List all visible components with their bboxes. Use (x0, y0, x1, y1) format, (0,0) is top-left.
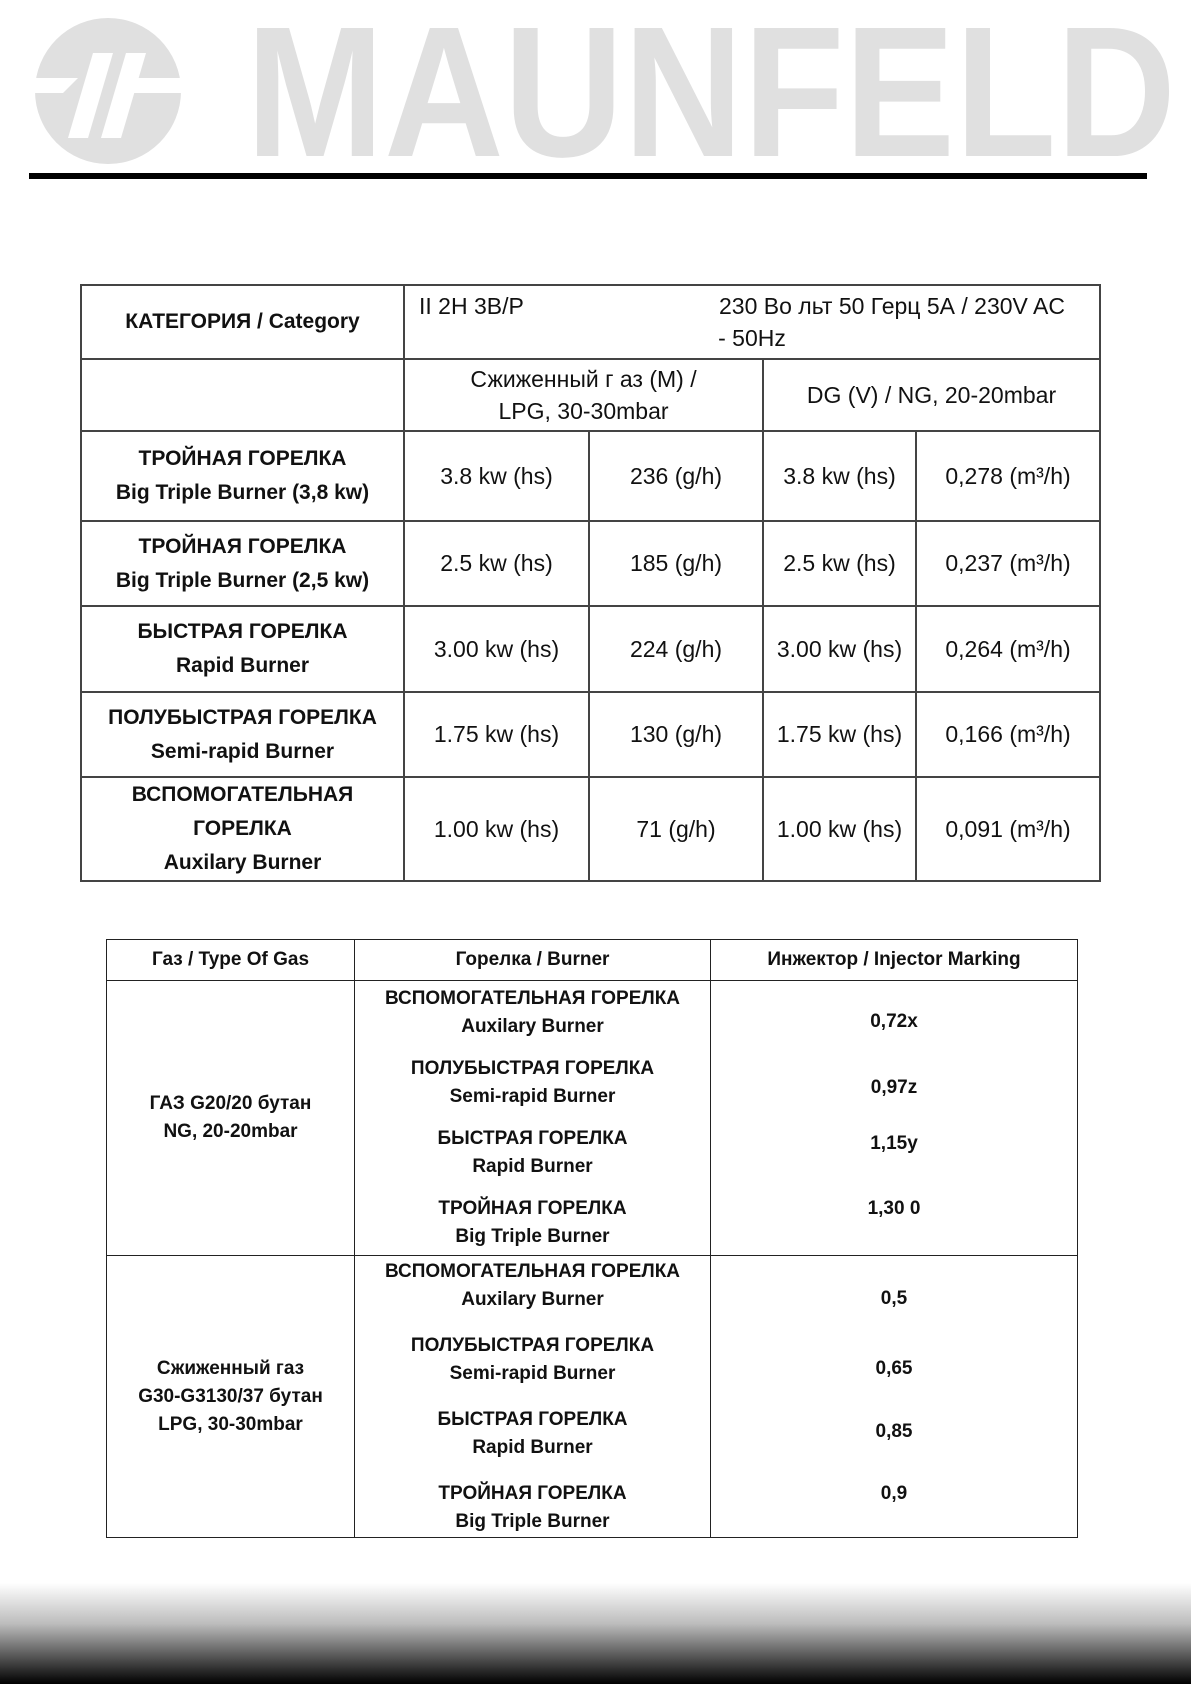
lpg-flow: 236 (g/h) (588, 430, 764, 522)
footer-gradient (0, 1583, 1191, 1684)
ng-power: 3.8 kw (hs) (762, 430, 917, 522)
category-label: КАТЕГОРИЯ / Category (80, 284, 405, 360)
lpg-power: 3.00 kw (hs) (403, 605, 590, 693)
power-value-cont: - 50Hz (718, 325, 786, 351)
category-value: II 2H 3B/P (419, 293, 524, 319)
lpg-flow: 224 (g/h) (588, 605, 764, 693)
injector-marking: 1,30 0 (867, 1198, 921, 1219)
burner-name-ru: ПОЛУБЫСТРАЯ ГОРЕЛКА (108, 705, 377, 729)
ng-flow: 0,264 (m³/h) (914, 605, 1102, 693)
injector-marking: 0,85 (875, 1421, 913, 1442)
header-injector: Инжектор / Injector Marking (710, 939, 1078, 981)
lpg-power: 3.8 kw (hs) (403, 430, 590, 522)
gas-code: G30-G3130/37 бутан (138, 1385, 323, 1407)
injector-marking: 0,9 (880, 1483, 908, 1504)
maunfeld-logo: MAUNFELD (28, 18, 1176, 164)
ng-flow: 0,237 (m³/h) (914, 520, 1102, 607)
svg-text:MAUNFELD: MAUNFELD (246, 18, 1176, 164)
burner-name-en: Big Triple Burner (3,8 kw) (115, 481, 370, 504)
gas-name: ГАЗ G20/20 бутан (149, 1093, 312, 1114)
injector-marking: 0,72x (870, 1011, 918, 1032)
injector-marking: 0,5 (880, 1288, 908, 1309)
lpg-power: 2.5 kw (hs) (403, 520, 590, 607)
burner-entry: БЫСТРАЯ ГОРЕЛКА Rapid Burner (437, 1408, 628, 1458)
spec-row: ПОЛУБЫСТРАЯ ГОРЕЛКА Semi-rapid Burner 1.7… (80, 691, 1102, 778)
spec-row: БЫСТРАЯ ГОРЕЛКА Rapid Burner 3.00 kw (hs)… (80, 605, 1102, 693)
burner-specs-table: КАТЕГОРИЯ / Category II 2H 3B/P 230 Во ль… (80, 284, 1102, 882)
burner-name-ru: ТРОЙНАЯ ГОРЕЛКА (138, 534, 347, 558)
burner-entry: ВСПОМОГАТЕЛЬНАЯ ГОРЕЛКА Auxilary Burner (384, 1260, 681, 1310)
injector-table: Газ / Type Of Gas Горелка / Burner Инжек… (106, 939, 1078, 1538)
spec-row: ТРОЙНАЯ ГОРЕЛКА Big Triple Burner (3,8 kw… (80, 430, 1102, 522)
gas-pressure: NG, 20-20mbar (163, 1121, 298, 1142)
burner-entry: ТРОЙНАЯ ГОРЕЛКА Big Triple Burner (438, 1482, 627, 1532)
burner-entry: ПОЛУБЫСТРАЯ ГОРЕЛКА Semi-rapid Burner (410, 1058, 655, 1107)
burner-entry: ТРОЙНАЯ ГОРЕЛКА Big Triple Burner (438, 1198, 627, 1247)
injector-marking: 1,15y (870, 1133, 918, 1154)
lpg-power: 1.75 kw (hs) (403, 691, 590, 778)
burner-name-ru: ТРОЙНАЯ ГОРЕЛКА (138, 447, 347, 470)
injector-marking: 0,65 (875, 1358, 913, 1379)
lpg-flow: 71 (g/h) (588, 776, 764, 882)
lpg-flow: 130 (g/h) (588, 691, 764, 778)
spec-row: ТРОЙНАЯ ГОРЕЛКА Big Triple Burner (2,5 kw… (80, 520, 1102, 607)
ng-power: 1.75 kw (hs) (762, 691, 917, 778)
ng-power: 3.00 kw (hs) (762, 605, 917, 693)
gas-name: Сжиженный газ (156, 1357, 305, 1379)
lpg-header: Сжиженный г аз (M) / LPG, 30-30mbar (403, 358, 764, 432)
burner-name-en: Auxilary Burner (163, 851, 322, 874)
ng-flow: 0,091 (m³/h) (914, 776, 1102, 882)
burner-entry: ВСПОМОГАТЕЛЬНАЯ ГОРЕЛКА Auxilary Burner (384, 988, 681, 1037)
ng-power: 1.00 kw (hs) (762, 776, 917, 882)
gas-group-ng: ГАЗ G20/20 бутан NG, 20-20mbar ВСПОМОГАТЕ… (106, 980, 1078, 1256)
empty-cell (80, 358, 405, 432)
injector-marking: 0,97z (870, 1077, 918, 1098)
header-gas: Газ / Type Of Gas (106, 939, 355, 981)
header-burner: Горелка / Burner (354, 939, 711, 981)
ng-flow: 0,278 (m³/h) (914, 430, 1102, 522)
ng-header: DG (V) / NG, 20-20mbar (761, 358, 1102, 432)
burner-entry: ПОЛУБЫСТРАЯ ГОРЕЛКА Semi-rapid Burner (410, 1334, 655, 1384)
power-value: 230 Во льт 50 Герц 5А / 230V AC (719, 293, 1065, 319)
burner-name-ru: ВСПОМОГАТЕЛЬНАЯ ГОРЕЛКА (131, 783, 354, 840)
header-rule (29, 173, 1147, 179)
gas-group-lpg: Сжиженный газ G30-G3130/37 бутан LPG, 30-3… (106, 1255, 1078, 1538)
burner-name-en: Semi-rapid Burner (150, 739, 335, 763)
lpg-power: 1.00 kw (hs) (403, 776, 590, 882)
lpg-flow: 185 (g/h) (588, 520, 764, 607)
burner-name-ru: БЫСТРАЯ ГОРЕЛКА (137, 620, 348, 643)
gas-pressure: LPG, 30-30mbar (158, 1413, 303, 1435)
burner-name-en: Rapid Burner (175, 654, 309, 677)
ng-flow: 0,166 (m³/h) (914, 691, 1102, 778)
burner-entry: БЫСТРАЯ ГОРЕЛКА Rapid Burner (437, 1128, 628, 1177)
spec-row: ВСПОМОГАТЕЛЬНАЯ ГОРЕЛКА Auxilary Burner 1… (80, 776, 1102, 882)
burner-name-en: Big Triple Burner (2,5 kw) (115, 568, 370, 592)
category-cell: II 2H 3B/P 230 Во льт 50 Герц 5А / 230V A… (402, 284, 1102, 360)
ng-power: 2.5 kw (hs) (762, 520, 917, 607)
